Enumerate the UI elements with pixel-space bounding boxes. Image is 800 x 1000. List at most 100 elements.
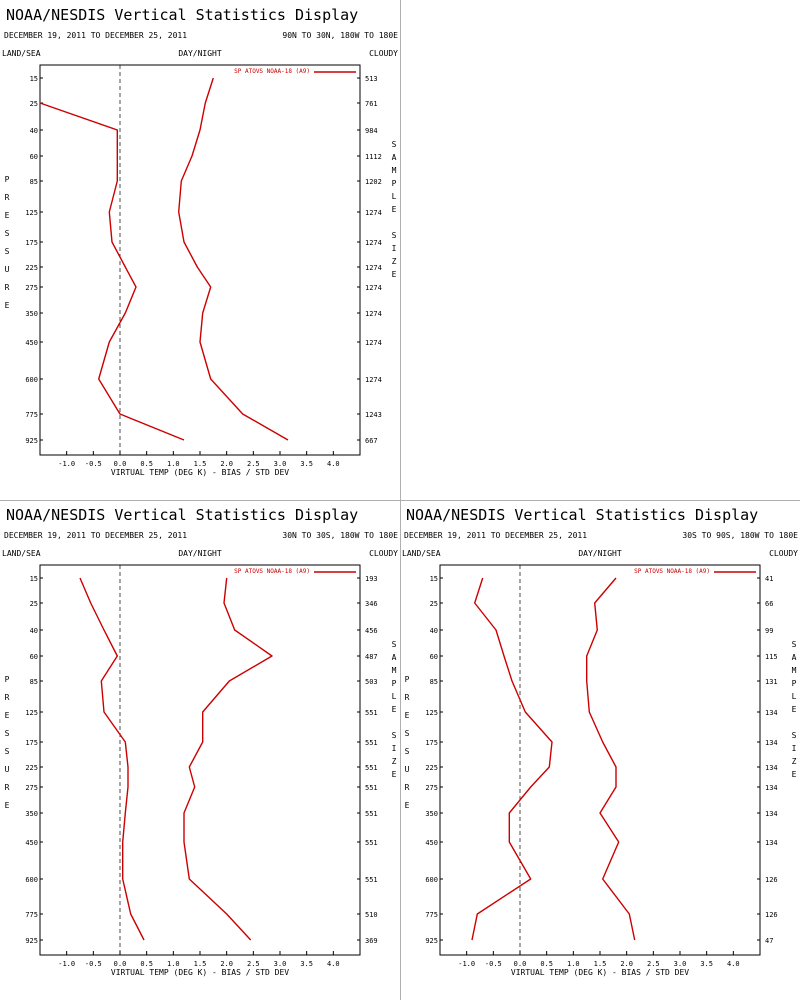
bias-series-line bbox=[39, 102, 185, 441]
pressure-tick-label: 275 bbox=[25, 784, 38, 792]
land-sea-label: LAND/SEA bbox=[402, 549, 441, 558]
sample-size-label: 551 bbox=[365, 709, 378, 717]
x-tick-label: 1.5 bbox=[194, 460, 207, 468]
legend-label: SP ATOVS NOAA-18 (A9) bbox=[634, 568, 710, 575]
sample-size-label: 1274 bbox=[365, 209, 382, 217]
sample-size-label: 513 bbox=[365, 75, 378, 83]
sample-size-label: 1274 bbox=[365, 310, 382, 318]
sample-size-label: 369 bbox=[365, 937, 378, 945]
x-tick-label: -1.0 bbox=[458, 960, 475, 968]
sample-size-label: 1202 bbox=[365, 178, 382, 186]
pressure-tick-label: 25 bbox=[30, 600, 38, 608]
pressure-tick-label: 60 bbox=[30, 153, 38, 161]
sample-size-label: 346 bbox=[365, 600, 378, 608]
x-tick-label: 2.5 bbox=[247, 960, 260, 968]
plot-frame bbox=[439, 564, 761, 956]
bias-series-line bbox=[79, 577, 145, 941]
x-tick-label: 2.0 bbox=[220, 460, 233, 468]
legend-label: SP ATOVS NOAA-18 (A9) bbox=[234, 568, 310, 575]
x-tick-label: 2.0 bbox=[620, 960, 633, 968]
sample-size-label: 134 bbox=[765, 739, 778, 747]
sample-size-label: 115 bbox=[765, 653, 778, 661]
sample-size-label: 1243 bbox=[365, 411, 382, 419]
x-tick-label: -1.0 bbox=[58, 460, 75, 468]
land-sea-label: LAND/SEA bbox=[2, 49, 41, 58]
pressure-tick-label: 450 bbox=[425, 839, 438, 847]
sample-size-label: 126 bbox=[765, 911, 778, 919]
x-tick-label: 3.0 bbox=[274, 460, 287, 468]
sample-size-label: 99 bbox=[765, 627, 773, 635]
pressure-tick-label: 925 bbox=[425, 937, 438, 945]
std-dev-series-line bbox=[585, 577, 636, 941]
x-tick-label: 1.5 bbox=[194, 960, 207, 968]
x-tick-label: 3.0 bbox=[274, 960, 287, 968]
x-axis-label: VIRTUAL TEMP (DEG K) - BIAS / STD DEV bbox=[111, 968, 289, 977]
pressure-tick-label: 775 bbox=[25, 411, 38, 419]
x-tick-label: 2.5 bbox=[247, 460, 260, 468]
sample-size-label: 134 bbox=[765, 784, 778, 792]
pressure-tick-label: 225 bbox=[425, 764, 438, 772]
sample-size-label: 551 bbox=[365, 739, 378, 747]
pressure-tick-label: 60 bbox=[30, 653, 38, 661]
pressure-tick-label: 60 bbox=[430, 653, 438, 661]
sample-size-label: 551 bbox=[365, 784, 378, 792]
bias-series-line bbox=[471, 577, 553, 941]
x-tick-label: 0.0 bbox=[114, 960, 127, 968]
sample-size-label: 456 bbox=[365, 627, 378, 635]
sample-size-label: 134 bbox=[765, 709, 778, 717]
panel-divider-horizontal bbox=[0, 500, 800, 501]
pressure-tick-label: 125 bbox=[25, 209, 38, 217]
pressure-tick-label: 85 bbox=[430, 678, 438, 686]
sample-size-label: 761 bbox=[365, 100, 378, 108]
day-night-label: DAY/NIGHT bbox=[578, 549, 622, 558]
x-tick-label: 4.0 bbox=[327, 460, 340, 468]
pressure-tick-label: 225 bbox=[25, 264, 38, 272]
x-tick-label: 0.0 bbox=[114, 460, 127, 468]
x-axis-label: VIRTUAL TEMP (DEG K) - BIAS / STD DEV bbox=[511, 968, 689, 977]
land-sea-label: LAND/SEA bbox=[2, 549, 41, 558]
sample-size-label: 41 bbox=[765, 575, 773, 583]
date-range: DECEMBER 19, 2011 TO DECEMBER 25, 2011 bbox=[404, 531, 587, 540]
x-tick-label: 1.5 bbox=[594, 960, 607, 968]
pressure-tick-label: 40 bbox=[430, 627, 438, 635]
date-range: DECEMBER 19, 2011 TO DECEMBER 25, 2011 bbox=[4, 31, 187, 40]
pressure-tick-label: 15 bbox=[30, 75, 38, 83]
pressure-tick-label: 925 bbox=[25, 937, 38, 945]
sample-size-label: 510 bbox=[365, 911, 378, 919]
pressure-tick-label: 40 bbox=[30, 127, 38, 135]
sample-size-label: 1274 bbox=[365, 239, 382, 247]
date-range: DECEMBER 19, 2011 TO DECEMBER 25, 2011 bbox=[4, 531, 187, 540]
pressure-tick-label: 600 bbox=[425, 876, 438, 884]
chart-title: NOAA/NESDIS Vertical Statistics Display bbox=[6, 6, 358, 24]
pressure-tick-label: 600 bbox=[25, 876, 38, 884]
region-label: 30N TO 30S, 180W TO 180E bbox=[282, 531, 398, 540]
chart-svg: NOAA/NESDIS Vertical Statistics Display D… bbox=[402, 506, 798, 977]
chart-panel-south: NOAA/NESDIS Vertical Statistics Display D… bbox=[400, 500, 800, 1000]
pressure-tick-label: 275 bbox=[425, 784, 438, 792]
x-tick-label: 3.5 bbox=[300, 460, 313, 468]
x-tick-label: 0.5 bbox=[140, 460, 153, 468]
region-label: 90N TO 30N, 180W TO 180E bbox=[282, 31, 398, 40]
plot-frame bbox=[39, 64, 361, 456]
sample-size-label: 1274 bbox=[365, 264, 382, 272]
chart-title: NOAA/NESDIS Vertical Statistics Display bbox=[406, 506, 758, 524]
pressure-tick-label: 15 bbox=[430, 575, 438, 583]
sample-size-label: 193 bbox=[365, 575, 378, 583]
sample-size-label: 551 bbox=[365, 839, 378, 847]
cloudy-label: CLOUDY bbox=[369, 49, 398, 58]
x-axis-label: VIRTUAL TEMP (DEG K) - BIAS / STD DEV bbox=[111, 468, 289, 477]
pressure-tick-label: 775 bbox=[425, 911, 438, 919]
pressure-tick-label: 925 bbox=[25, 437, 38, 445]
pressure-tick-label: 450 bbox=[25, 839, 38, 847]
pressure-tick-label: 175 bbox=[25, 739, 38, 747]
x-tick-label: 3.5 bbox=[300, 960, 313, 968]
chart-panel-north: NOAA/NESDIS Vertical Statistics Display D… bbox=[0, 0, 400, 500]
pressure-tick-label: 125 bbox=[425, 709, 438, 717]
sample-size-label: 487 bbox=[365, 653, 378, 661]
sample-size-label: 131 bbox=[765, 678, 778, 686]
cloudy-label: CLOUDY bbox=[769, 549, 798, 558]
sample-size-label: 503 bbox=[365, 678, 378, 686]
x-tick-label: 0.5 bbox=[140, 960, 153, 968]
